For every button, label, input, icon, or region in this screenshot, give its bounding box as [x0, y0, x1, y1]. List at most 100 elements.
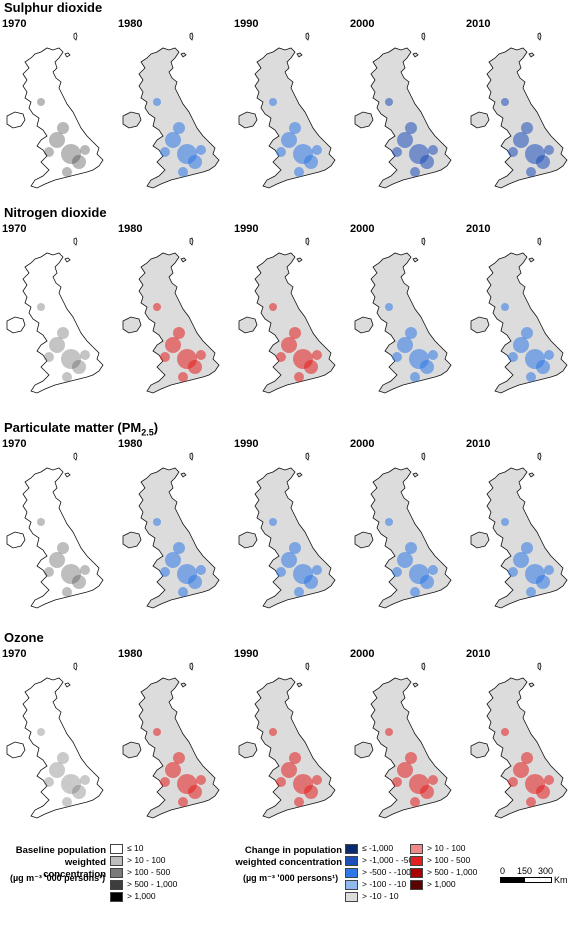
uk-outline: [6, 662, 104, 819]
hotspot: [49, 337, 65, 353]
hotspot: [160, 352, 170, 362]
hotspot: [410, 797, 420, 807]
hotspot: [281, 552, 297, 568]
legend-label: > -100 - -10: [362, 879, 407, 889]
hotspot: [420, 155, 434, 169]
hotspot: [160, 147, 170, 157]
hotspot: [173, 752, 185, 764]
hotspot: [526, 372, 536, 382]
hotspot: [289, 327, 301, 339]
hotspot: [312, 775, 322, 785]
hotspot: [385, 303, 393, 311]
uk-map: [122, 237, 220, 394]
legend-label: > 500 - 1,000: [127, 879, 178, 889]
uk-map: [470, 32, 568, 189]
hotspot: [61, 564, 81, 584]
hotspot: [312, 145, 322, 155]
legend-label: > 10 - 100: [127, 855, 166, 865]
legend-swatch: [345, 844, 358, 854]
uk-map: [238, 32, 336, 189]
year-label: 2010: [466, 648, 491, 660]
hotspot: [312, 350, 322, 360]
uk-outline: [470, 662, 568, 819]
hotspot: [80, 350, 90, 360]
hotspot: [508, 352, 518, 362]
hotspot: [269, 303, 277, 311]
legend-swatch: [345, 868, 358, 878]
hotspot: [544, 775, 554, 785]
hotspot: [513, 337, 529, 353]
legend-swatch: [410, 856, 423, 866]
hotspot: [536, 785, 550, 799]
legend-swatch: [410, 868, 423, 878]
uk-map: [122, 32, 220, 189]
hotspot: [188, 360, 202, 374]
uk-map: [6, 662, 104, 819]
hotspot: [536, 360, 550, 374]
hotspot: [392, 352, 402, 362]
hotspot: [294, 372, 304, 382]
hotspot: [392, 777, 402, 787]
uk-outline: [354, 452, 452, 609]
hotspot: [392, 147, 402, 157]
legend-label: > 1,000: [127, 891, 156, 901]
section-title: Nitrogen dioxide: [4, 205, 107, 220]
legend-label: > -500 - -100: [362, 867, 411, 877]
hotspot: [188, 785, 202, 799]
hotspot: [37, 303, 45, 311]
hotspot: [276, 147, 286, 157]
hotspot: [428, 350, 438, 360]
change-legend-title: Change in population weighted concentrat…: [235, 845, 342, 868]
hotspot: [304, 785, 318, 799]
uk-outline: [238, 452, 336, 609]
hotspot: [62, 167, 72, 177]
hotspot: [173, 542, 185, 554]
hotspot: [420, 575, 434, 589]
hotspot: [289, 122, 301, 134]
uk-map: [238, 452, 336, 609]
year-label: 1980: [118, 438, 143, 450]
uk-outline: [122, 237, 220, 394]
year-label: 1970: [2, 18, 27, 30]
uk-outline: [6, 32, 104, 189]
legend-label: > 100 - 500: [127, 867, 171, 877]
hotspot: [397, 762, 413, 778]
hotspot: [61, 144, 81, 164]
hotspot: [49, 132, 65, 148]
hotspot: [80, 145, 90, 155]
hotspot: [312, 565, 322, 575]
scale-tick-300: 300: [538, 866, 554, 876]
hotspot: [37, 518, 45, 526]
section-title: Ozone: [4, 630, 44, 645]
hotspot: [294, 167, 304, 177]
uk-map: [354, 452, 452, 609]
legend-swatch: [110, 892, 123, 902]
legend-label: > 100 - 500: [427, 855, 471, 865]
hotspot: [178, 167, 188, 177]
legend-swatch: [110, 880, 123, 890]
hotspot: [276, 777, 286, 787]
hotspot: [289, 542, 301, 554]
hotspot: [405, 327, 417, 339]
baseline-legend-title: Baseline population weighted concentrati…: [15, 845, 106, 880]
uk-outline: [6, 452, 104, 609]
hotspot: [405, 542, 417, 554]
uk-outline: [122, 452, 220, 609]
hotspot: [196, 145, 206, 155]
uk-map: [238, 662, 336, 819]
hotspot: [44, 352, 54, 362]
scale-tick-0: 0: [500, 866, 506, 876]
hotspot: [165, 762, 181, 778]
hotspot: [49, 762, 65, 778]
hotspot: [410, 372, 420, 382]
year-label: 1970: [2, 223, 27, 235]
hotspot: [62, 587, 72, 597]
hotspot: [72, 575, 86, 589]
hotspot: [521, 542, 533, 554]
scale-tick-150: 150: [517, 866, 533, 876]
year-label: 2000: [350, 438, 375, 450]
hotspot: [420, 785, 434, 799]
hotspot: [385, 728, 393, 736]
hotspot: [80, 775, 90, 785]
uk-outline: [238, 32, 336, 189]
